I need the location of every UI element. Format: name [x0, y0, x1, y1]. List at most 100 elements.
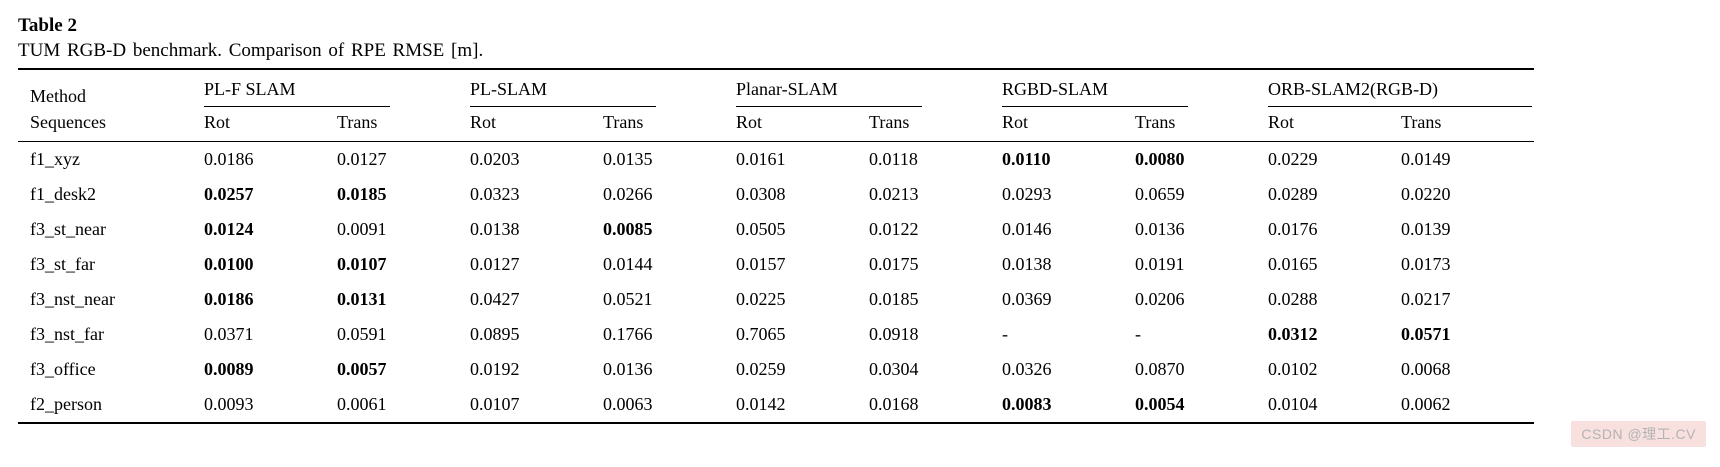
- metric-cell: 0.0185: [869, 289, 919, 309]
- sequence-label: f2_person: [30, 394, 102, 414]
- metric-cell: 0.0107: [337, 254, 387, 274]
- metric-cell: 0.0068: [1401, 359, 1451, 379]
- metric-cell: 0.0138: [1002, 254, 1052, 274]
- metric-cell: 0.0185: [337, 184, 387, 204]
- metric-cell: 0.0206: [1135, 289, 1185, 309]
- group-header-pl-slam: PL-SLAM: [470, 69, 736, 107]
- metric-cell: 0.0136: [1135, 219, 1185, 239]
- column-header-trans: Trans: [1135, 107, 1269, 142]
- table-row: f3_office 0.0089 0.0057 0.0192 0.0136 0.…: [18, 352, 1534, 387]
- metric-cell: 0.0220: [1401, 184, 1451, 204]
- group-header-label: PL-SLAM: [470, 79, 657, 107]
- sequence-label: f3_st_near: [30, 219, 106, 239]
- metric-cell: 0.0093: [204, 394, 254, 414]
- results-table: Method PL-F SLAM PL-SLAM Planar-SLAM RGB…: [18, 68, 1535, 424]
- sequence-label: f3_nst_far: [30, 324, 104, 344]
- sequence-label: f1_desk2: [30, 184, 96, 204]
- group-header-row: Method PL-F SLAM PL-SLAM Planar-SLAM RGB…: [18, 69, 1534, 107]
- metric-cell: 0.0127: [337, 149, 387, 169]
- table-row: f1_desk2 0.0257 0.0185 0.0323 0.0266 0.0…: [18, 177, 1534, 212]
- metric-cell: 0.0266: [603, 184, 653, 204]
- metric-cell: 0.0369: [1002, 289, 1052, 309]
- metric-cell: 0.0054: [1135, 394, 1185, 414]
- metric-cell: 0.0085: [603, 219, 653, 239]
- metric-cell: 0.0289: [1268, 184, 1318, 204]
- table-row: f2_person 0.0093 0.0061 0.0107 0.0063 0.…: [18, 387, 1534, 423]
- metric-cell: 0.0124: [204, 219, 254, 239]
- metric-cell: 0.0186: [204, 289, 254, 309]
- metric-cell: 0.0192: [470, 359, 520, 379]
- metric-cell: 0.0089: [204, 359, 254, 379]
- metric-cell: 0.0110: [1002, 149, 1051, 169]
- group-header-label: Planar-SLAM: [736, 79, 923, 107]
- metric-cell: 0.0293: [1002, 184, 1052, 204]
- group-header-orb-slam2: ORB-SLAM2(RGB-D): [1268, 69, 1534, 107]
- metric-cell: 0.0175: [869, 254, 919, 274]
- metric-cell: 0.0591: [337, 324, 387, 344]
- metric-cell: 0.0229: [1268, 149, 1318, 169]
- metric-cell: 0.1766: [603, 324, 653, 344]
- table-row: f3_st_far 0.0100 0.0107 0.0127 0.0144 0.…: [18, 247, 1534, 282]
- group-header-planar-slam: Planar-SLAM: [736, 69, 1002, 107]
- metric-cell: 0.0142: [736, 394, 786, 414]
- metric-cell: 0.0173: [1401, 254, 1451, 274]
- metric-cell: 0.0131: [337, 289, 387, 309]
- column-header-rot: Rot: [1002, 107, 1136, 142]
- column-header-trans: Trans: [869, 107, 1003, 142]
- group-header-label: RGBD-SLAM: [1002, 79, 1189, 107]
- metric-cell: 0.0186: [204, 149, 254, 169]
- metric-cell: 0.0521: [603, 289, 653, 309]
- metric-cell: 0.0203: [470, 149, 520, 169]
- metric-cell: 0.0057: [337, 359, 387, 379]
- column-header-trans: Trans: [1401, 107, 1535, 142]
- metric-cell: 0.0505: [736, 219, 786, 239]
- metric-cell: 0.0118: [869, 149, 918, 169]
- metric-cell: 0.0225: [736, 289, 786, 309]
- column-header-sequences: Sequences: [18, 107, 204, 142]
- metric-cell: 0.0427: [470, 289, 520, 309]
- metric-cell: 0.0146: [1002, 219, 1052, 239]
- metric-cell: 0.0157: [736, 254, 786, 274]
- sequence-label: f1_xyz: [30, 149, 80, 169]
- metric-cell: 0.0091: [337, 219, 387, 239]
- metric-cell: 0.0870: [1135, 359, 1185, 379]
- metric-cell: 0.0217: [1401, 289, 1451, 309]
- metric-cell: 0.0165: [1268, 254, 1318, 274]
- metric-cell: 0.0257: [204, 184, 254, 204]
- metric-cell: 0.0135: [603, 149, 653, 169]
- table-caption: Table 2 TUM RGB-D benchmark. Comparison …: [18, 14, 1702, 64]
- column-header-method: Method: [30, 86, 86, 106]
- table-row: f3_nst_far 0.0371 0.0591 0.0895 0.1766 0…: [18, 317, 1534, 352]
- metric-cell: 0.0259: [736, 359, 786, 379]
- metric-cell: 0.0161: [736, 149, 786, 169]
- metric-cell: 0.0659: [1135, 184, 1185, 204]
- metric-cell: -: [1135, 324, 1142, 344]
- sequence-label: f3_st_far: [30, 254, 95, 274]
- metric-cell: 0.0168: [869, 394, 919, 414]
- metric-cell: 0.0127: [470, 254, 520, 274]
- column-header-rot: Rot: [204, 107, 337, 142]
- sub-header-row: Sequences Rot Trans Rot Trans Rot Trans …: [18, 107, 1535, 142]
- metric-cell: 0.7065: [736, 324, 786, 344]
- metric-cell: 0.0288: [1268, 289, 1318, 309]
- metric-cell: 0.0304: [869, 359, 919, 379]
- column-header-rot: Rot: [470, 107, 603, 142]
- metric-cell: 0.0149: [1401, 149, 1451, 169]
- table-row: f3_nst_near 0.0186 0.0131 0.0427 0.0521 …: [18, 282, 1534, 317]
- metric-cell: 0.0063: [603, 394, 653, 414]
- column-header-trans: Trans: [337, 107, 470, 142]
- metric-cell: 0.0571: [1401, 324, 1451, 344]
- metric-cell: 0.0371: [204, 324, 254, 344]
- metric-cell: 0.0104: [1268, 394, 1318, 414]
- metric-cell: 0.0895: [470, 324, 520, 344]
- group-header-label: PL-F SLAM: [204, 79, 390, 107]
- metric-cell: -: [1002, 324, 1009, 344]
- metric-cell: 0.0107: [470, 394, 520, 414]
- metric-cell: 0.0139: [1401, 219, 1451, 239]
- metric-cell: 0.0062: [1401, 394, 1451, 414]
- table-caption-description: TUM RGB-D benchmark. Comparison of RPE R…: [18, 40, 484, 61]
- metric-cell: 0.0213: [869, 184, 919, 204]
- group-header-plf-slam: PL-F SLAM: [204, 69, 470, 107]
- group-header-label: ORB-SLAM2(RGB-D): [1268, 79, 1533, 107]
